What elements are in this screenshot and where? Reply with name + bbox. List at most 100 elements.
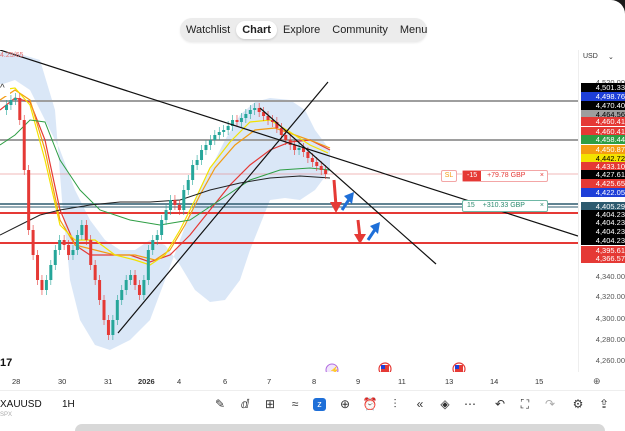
price-chart[interactable]: ⚡ (0, 50, 578, 372)
time-tick: 8 (312, 377, 317, 386)
nav-chart[interactable]: Chart (236, 21, 277, 39)
candle-body (49, 265, 53, 280)
divider (0, 390, 625, 391)
tv-logo: 17 (0, 357, 13, 369)
candle-body (106, 320, 110, 335)
arrow-down-red-2 (354, 219, 366, 244)
goto-realtime-icon[interactable]: ⊕ (593, 376, 601, 386)
lightning-event-icon[interactable]: ⚡ (325, 363, 340, 372)
nav-explore[interactable]: Explore (282, 24, 321, 36)
nav-community[interactable]: Community (332, 24, 388, 36)
settings-icon[interactable]: ⚙ (572, 397, 584, 411)
price-label: 4,404.23 (581, 218, 625, 227)
sl-close-button[interactable]: × (539, 172, 544, 179)
candle-body (22, 120, 26, 170)
sl-qty: -15 (463, 171, 482, 181)
candle-body (27, 170, 31, 230)
candle-body (89, 240, 93, 265)
candle-body (93, 265, 97, 280)
nav-menu[interactable]: Menu (399, 24, 428, 36)
candle-body (244, 114, 248, 118)
indicators-icon[interactable]: ⅆ (240, 397, 250, 411)
candle-body (173, 200, 177, 205)
ma-green (0, 119, 331, 226)
price-label: 4,300.00 (581, 314, 625, 323)
price-label: 4,422.05 (581, 188, 625, 197)
candle-body (301, 148, 305, 152)
rewind-icon[interactable]: « (416, 397, 424, 411)
price-axis[interactable]: 4,520.004,501.334,498.764,470.404,464.56… (578, 50, 625, 372)
undo-icon[interactable]: ↶ (494, 397, 506, 411)
time-tick: 4 (177, 377, 182, 386)
candle-body (111, 320, 115, 335)
timeframe-button[interactable]: 1H (62, 399, 75, 410)
time-tick: 15 (535, 377, 544, 386)
time-axis[interactable]: 28 30 31 2026 4 6 7 8 9 11 13 14 15 (0, 375, 578, 389)
candlesticks (5, 93, 328, 340)
ma-orange (0, 89, 331, 261)
alarm-icon[interactable]: ⏰ (362, 397, 378, 411)
candle-body (319, 166, 323, 170)
tp-qty: 15 (467, 202, 475, 209)
plus-icon[interactable]: ⊕ (339, 397, 351, 411)
candle-body (120, 290, 124, 300)
candle-body (182, 190, 186, 210)
candle-body (231, 120, 235, 126)
currency-label[interactable]: USD (583, 53, 598, 60)
candle-body (270, 120, 274, 122)
symbol-name[interactable]: XAUUSD (0, 399, 42, 410)
price-label: 4,501.33 (581, 83, 625, 92)
candle-body (62, 240, 66, 245)
candle-body (133, 275, 137, 285)
layers-icon[interactable]: ◈ (440, 397, 450, 411)
candle-body (186, 180, 190, 190)
time-tick: 7 (267, 377, 272, 386)
candle-body (115, 300, 119, 320)
sl-label[interactable]: SL (441, 170, 457, 182)
pen-icon[interactable]: ✎ (214, 397, 226, 411)
layout-grid-icon[interactable]: ⊞ (264, 397, 276, 411)
price-label: 4,366.57 (581, 254, 625, 263)
fullscreen-icon[interactable]: ⛶ (520, 397, 530, 411)
candle-body (146, 250, 150, 280)
us-flag-event-icon[interactable] (378, 362, 392, 372)
price-label: 4,425.65 (581, 179, 625, 188)
price-label: 4,395.61 (581, 246, 625, 255)
bar-replay-icon[interactable]: ⫶ (393, 397, 397, 411)
sl-pnl: +79.78 GBP (487, 172, 526, 179)
candle-body (257, 108, 261, 112)
candle-body (191, 165, 195, 180)
candle-body (169, 200, 172, 210)
share-icon[interactable]: ⇪ (598, 397, 610, 411)
candle-body (71, 250, 75, 255)
sl-order-box[interactable]: -15 +79.78 GBP × (462, 170, 548, 182)
candle-body (262, 112, 266, 116)
us-flag-event-icon[interactable] (452, 362, 466, 372)
trendline-ascending[interactable] (117, 81, 329, 334)
candle-body (177, 205, 181, 210)
currency-chevron-icon[interactable]: ⌄ (608, 54, 614, 61)
svg-text:⚡: ⚡ (330, 365, 340, 372)
symbol-sub: SPX (0, 412, 13, 418)
candle-body (213, 135, 217, 140)
price-label: 4,404.23 (581, 210, 625, 219)
time-tick: 28 (12, 377, 21, 386)
nav-watchlist[interactable]: Watchlist (186, 24, 231, 36)
time-tick: 13 (445, 377, 454, 386)
price-label: 4,405.29 (581, 202, 625, 211)
candle-body (288, 140, 292, 145)
collapse-chevron-icon[interactable]: ^ (0, 84, 10, 96)
ellipsis-icon[interactable]: ⋯ (464, 397, 476, 411)
redo-icon[interactable]: ↷ (544, 397, 556, 411)
price-label: 4,433.10 (581, 162, 625, 171)
trend-icon[interactable]: ≈ (291, 397, 299, 411)
trendline-steep[interactable] (259, 107, 437, 265)
tp-close-button[interactable]: × (539, 202, 544, 209)
candle-body (275, 122, 279, 128)
tp-order-box[interactable]: 15 +310.33 GBP × (462, 200, 548, 212)
candle-body (142, 280, 146, 295)
ma-yellow (0, 87, 329, 266)
logo-icon[interactable]: z (313, 398, 326, 411)
price-label: 4,340.00 (581, 272, 625, 281)
